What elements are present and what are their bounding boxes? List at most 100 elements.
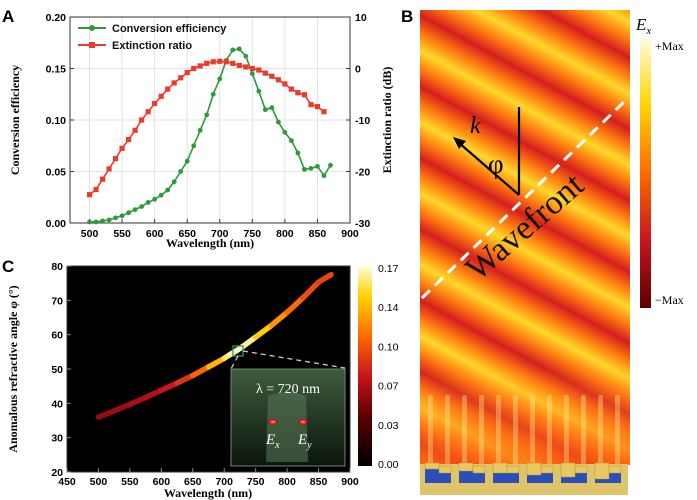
point-extinction [256, 67, 262, 73]
point-efficiency [158, 192, 164, 198]
panel-b-colorbar-group: Ex +Max −Max [635, 15, 684, 308]
curve-segment [111, 401, 133, 414]
point-efficiency [256, 88, 262, 94]
pillar-antenna [492, 462, 508, 474]
k-vector [457, 141, 520, 196]
curve-segment [315, 271, 334, 285]
legend-marker-efficiency [89, 25, 95, 31]
xtick-label: 550 [113, 228, 131, 240]
y2tick-label: -20 [355, 167, 370, 179]
point-efficiency [145, 200, 151, 205]
point-extinction [301, 92, 308, 98]
point-extinction [178, 75, 184, 81]
ripple [530, 395, 535, 465]
point-extinction [99, 176, 106, 182]
ytick-label: 50 [51, 364, 63, 376]
point-efficiency [197, 127, 203, 133]
xtick-label: 500 [90, 476, 108, 488]
curve-segment [127, 394, 149, 408]
colorbar-tick-label: 0.03 [378, 420, 399, 432]
colorbar-tick-label: 0.07 [378, 381, 399, 393]
ripple [445, 395, 450, 465]
ytick-label: 20 [51, 467, 63, 479]
series-line-1 [89, 60, 325, 196]
ytick-label: 0.15 [46, 64, 67, 76]
point-extinction [112, 156, 119, 162]
ripple [462, 395, 467, 465]
wavefront-line [420, 96, 630, 300]
point-efficiency [328, 162, 333, 168]
point-extinction [93, 186, 99, 193]
point-efficiency [230, 47, 236, 53]
point-extinction [217, 58, 223, 64]
y2tick-label: -10 [355, 115, 370, 127]
ytick-label: 0.20 [46, 12, 67, 24]
point-efficiency [87, 219, 92, 225]
point-extinction [236, 62, 242, 69]
field-label: Ex [635, 15, 651, 37]
panel-label-b: B [401, 7, 413, 26]
point-extinction [275, 77, 281, 83]
point-extinction [223, 59, 229, 65]
panel-b-field [420, 10, 630, 465]
point-efficiency [113, 215, 118, 221]
panel-label-c: C [2, 257, 14, 276]
point-extinction [132, 127, 138, 133]
curve-segment [95, 408, 117, 420]
zoom-line-left [230, 355, 239, 370]
point-extinction [249, 65, 255, 72]
inset-dot-ex [268, 419, 278, 425]
ytick-label: 80 [51, 261, 63, 273]
panel-c-colorbar-ticks: 0.17 0.14 0.10 0.07 0.03 0.00 [378, 263, 399, 471]
xtick-label: 750 [247, 476, 265, 488]
xtick-label: 650 [178, 228, 196, 240]
point-efficiency [210, 91, 216, 97]
curve-segment [268, 309, 290, 329]
point-extinction [321, 109, 327, 115]
inset-wavelength: λ = 720 nm [256, 382, 320, 397]
point-efficiency [178, 169, 184, 174]
point-efficiency [243, 53, 249, 59]
ripple [564, 395, 569, 465]
xtick-label: 450 [58, 476, 76, 488]
point-efficiency [282, 129, 288, 135]
point-extinction [204, 60, 210, 66]
point-efficiency [302, 167, 307, 172]
point-extinction [152, 100, 158, 107]
panel-c-xlabel: Wavelength (nm) [164, 486, 252, 500]
substrate [420, 464, 628, 495]
point-extinction [165, 86, 171, 92]
curve-segment [252, 322, 275, 340]
point-extinction [230, 60, 236, 66]
curve-segment [190, 364, 212, 379]
inset-ey-label: Ey [297, 432, 312, 451]
xtick-label: 900 [341, 476, 359, 488]
panel-a-xlabel: Wavelength (nm) [166, 236, 254, 250]
phi-label: φ [488, 149, 504, 179]
panel-c-ylabel: Anomalous refractive angle φ (°) [6, 285, 20, 452]
point-efficiency [262, 107, 268, 113]
xtick-label: 700 [211, 228, 229, 240]
inset-dot-ey [298, 419, 308, 425]
curve-segment [142, 387, 165, 401]
pillar-antenna [594, 462, 610, 480]
xtick-label: 800 [276, 228, 294, 240]
point-extinction [243, 64, 249, 70]
max-label: +Max [655, 39, 684, 53]
colorbar-tick-label: 0.17 [378, 263, 399, 275]
point-extinction [282, 81, 288, 87]
point-efficiency [100, 218, 105, 224]
legend-marker-extinction [89, 42, 95, 48]
point-efficiency [184, 158, 190, 164]
ripple [598, 395, 603, 465]
point-extinction [197, 63, 203, 69]
curve-segment [300, 279, 322, 301]
inset-ex-label: Ex [265, 432, 280, 451]
panel-c-colorbar [358, 266, 372, 466]
point-extinction [295, 90, 301, 96]
ytick-label: 0.00 [46, 218, 67, 230]
colorbar-tick-label: 0.10 [378, 341, 399, 353]
point-efficiency [321, 173, 327, 179]
k-label: k [470, 113, 481, 139]
